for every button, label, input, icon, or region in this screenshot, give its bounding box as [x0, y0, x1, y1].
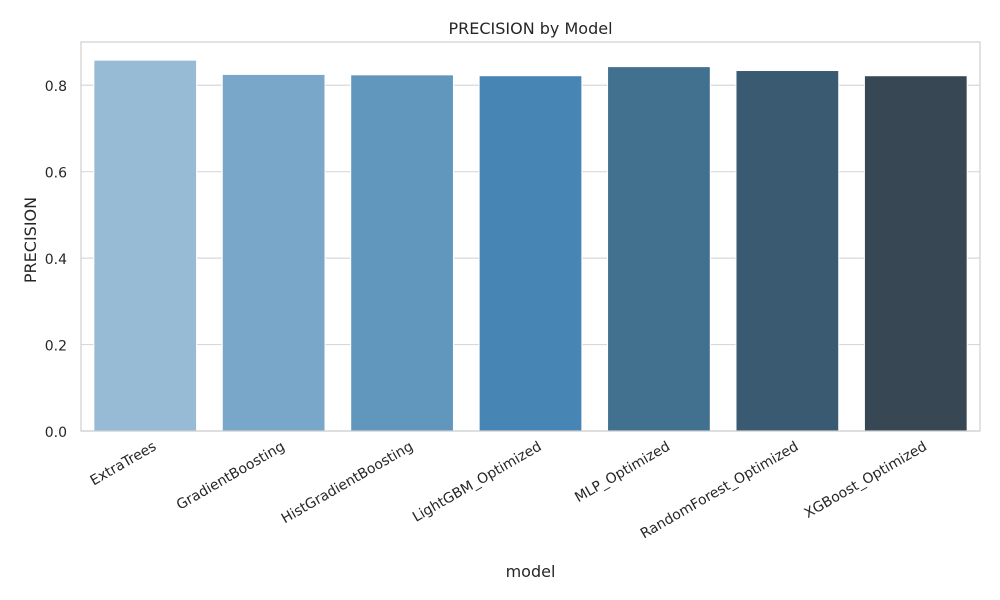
y-tick-label: 0.6 [45, 166, 67, 182]
y-tick-labels: 0.0 0.2 0.4 0.6 0.8 [45, 79, 67, 441]
bar-mlp-optimized [607, 66, 711, 432]
bar-gradientboosting [221, 73, 326, 432]
bar-extratrees [93, 59, 198, 432]
y-tick-label: 0.8 [45, 79, 67, 95]
y-tick-label: 0.4 [45, 252, 67, 268]
y-tick-label: 0.2 [45, 339, 67, 355]
bar-histgradientboosting [350, 74, 454, 432]
bar-randomforest-optimized [735, 70, 840, 432]
bars [93, 59, 968, 432]
y-tick-label: 0.0 [45, 425, 67, 441]
x-axis-label: model [506, 562, 556, 581]
bar-xgboost-optimized [863, 75, 968, 432]
plot-frame [80, 41, 981, 432]
y-axis-label: PRECISION [21, 197, 40, 283]
chart-title: PRECISION by Model [448, 19, 612, 38]
bar-lightgbm-optimized [478, 75, 583, 432]
